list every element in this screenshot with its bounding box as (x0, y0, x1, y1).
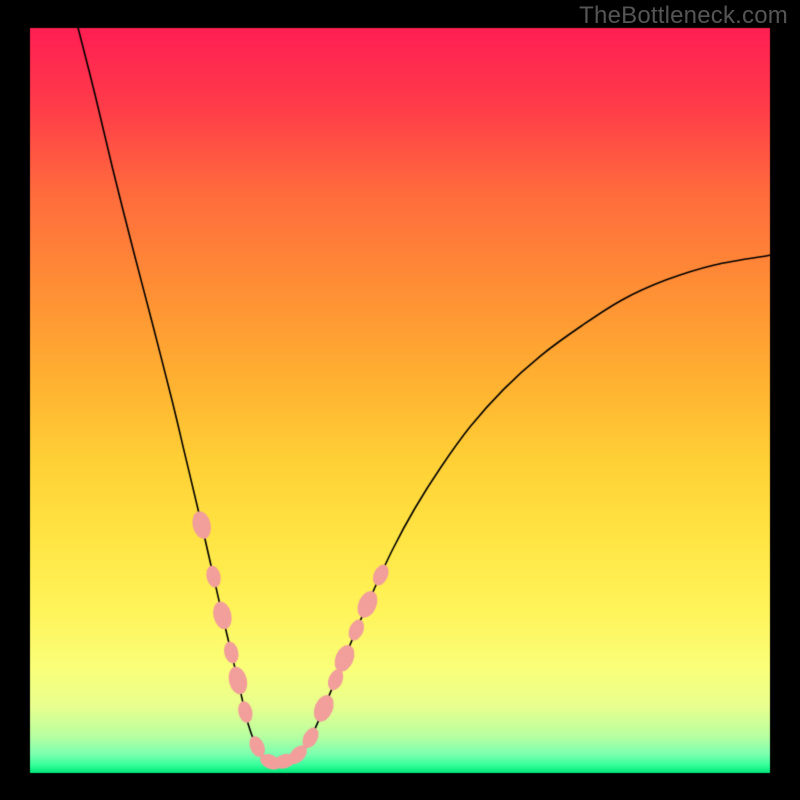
chart-root: TheBottleneck.com (0, 0, 800, 800)
chart-canvas (0, 0, 800, 800)
